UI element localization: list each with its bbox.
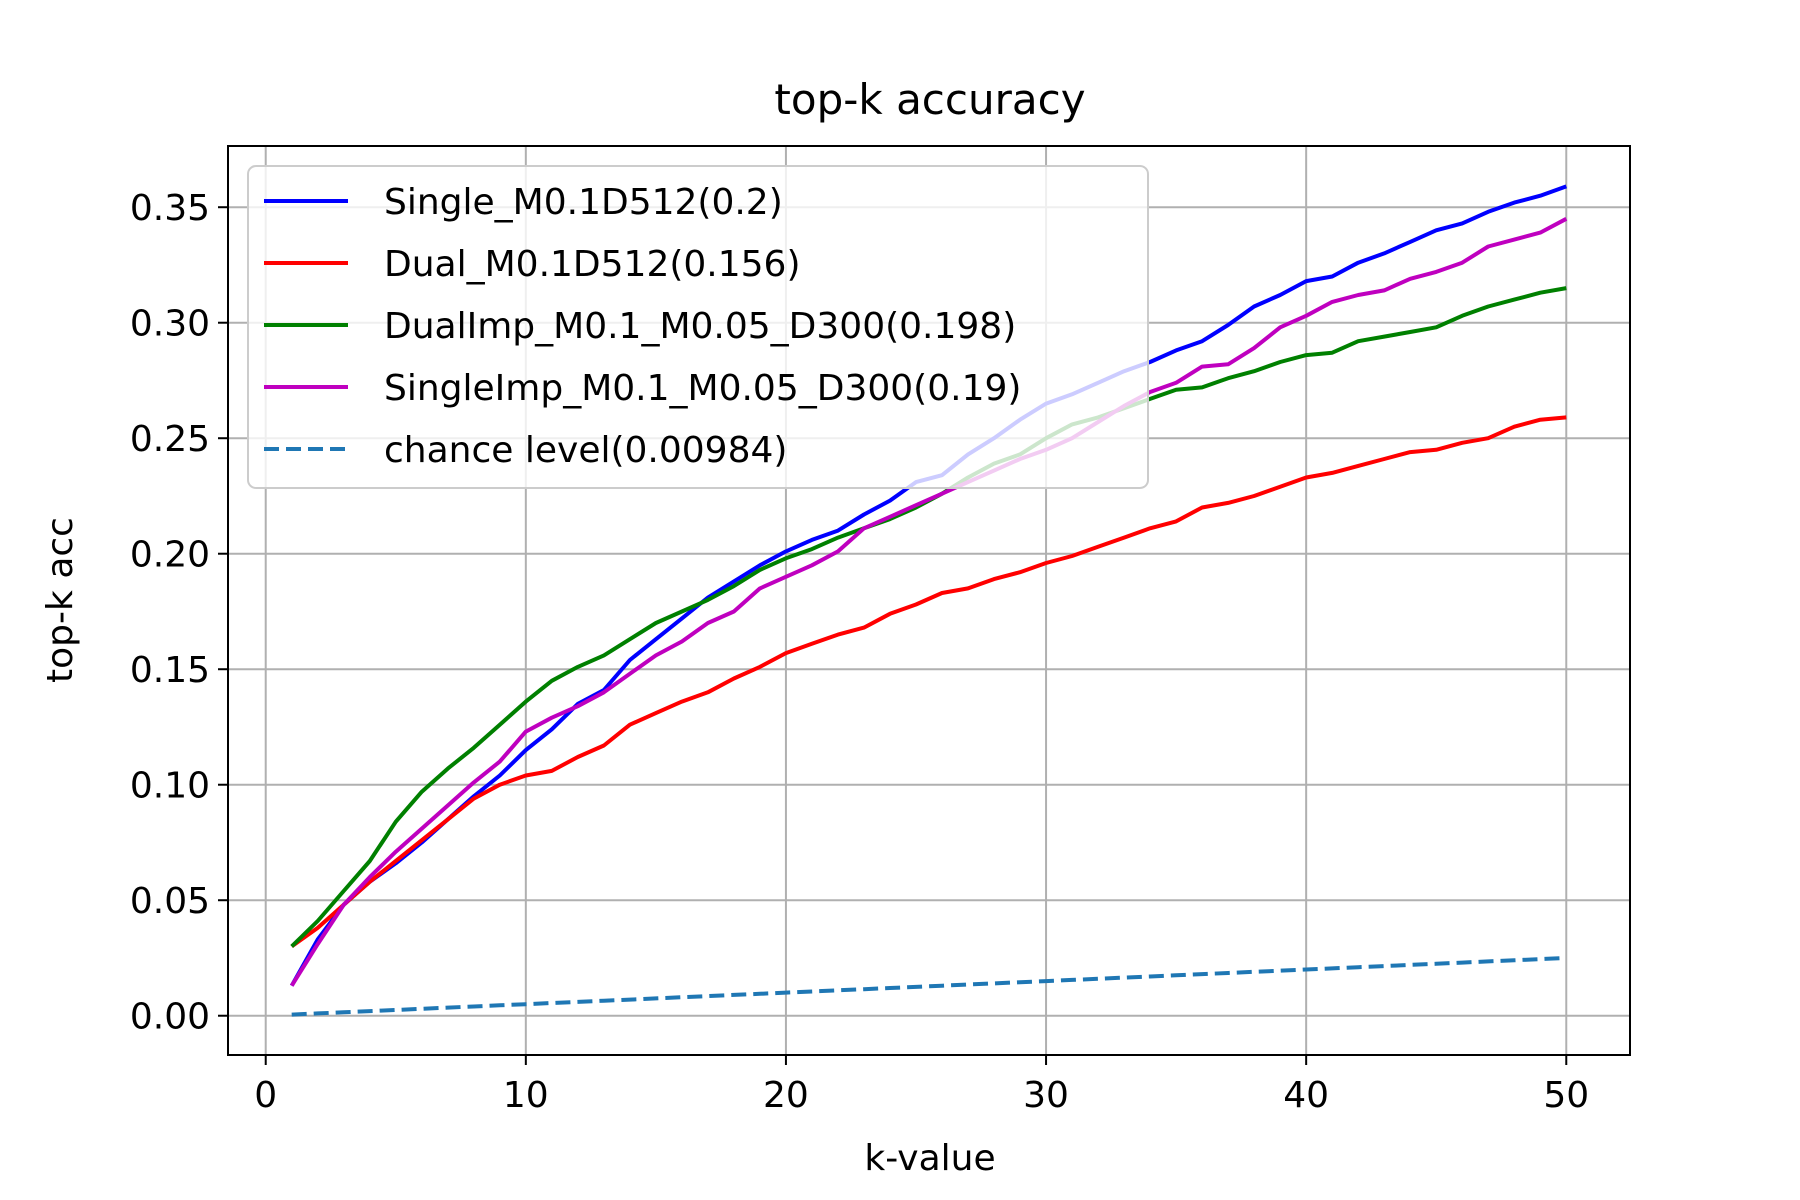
y-tick-label: 0.10 (130, 766, 210, 807)
chart-title: top-k accuracy (774, 75, 1085, 124)
x-tick-label: 50 (1543, 1075, 1589, 1116)
x-tick-label: 30 (1023, 1075, 1069, 1116)
y-tick-label: 0.05 (130, 881, 210, 922)
y-tick-label: 0.00 (130, 997, 210, 1038)
legend-box (247, 165, 1149, 489)
legend-label: DualImp_M0.1_M0.05_D300(0.198) (384, 306, 1016, 347)
y-tick-label: 0.35 (130, 188, 210, 229)
y-axis-label: top-k acc (40, 517, 81, 683)
y-tick-label: 0.25 (130, 419, 210, 460)
x-tick-label: 20 (763, 1075, 809, 1116)
x-tick-label: 0 (254, 1075, 277, 1116)
y-tick-label: 0.30 (130, 304, 210, 345)
legend-label: SingleImp_M0.1_M0.05_D300(0.19) (384, 368, 1021, 409)
x-tick-label: 40 (1283, 1075, 1329, 1116)
x-axis-label: k-value (864, 1138, 995, 1179)
series-line-5 (291, 956, 1567, 1017)
plot-area-frame (227, 145, 1631, 1056)
y-tick-label: 0.20 (130, 535, 210, 576)
series-line-2 (290, 415, 1567, 949)
legend-label: Dual_M0.1D512(0.156) (384, 244, 801, 285)
y-tick-label: 0.15 (130, 650, 210, 691)
axis-ticks: 0 10 20 30 40 50 0.00 0.05 0.10 0.15 0.20 0.25 0.30 0… (130, 188, 1589, 1116)
series-line-4 (290, 217, 1568, 987)
legend-label: Single_M0.1D512(0.2) (384, 182, 783, 223)
legend: Single_M0.1D512(0.2) Dual_M0.1D512(0.156)… (247, 165, 1149, 489)
x-tick-label: 10 (503, 1075, 549, 1116)
legend-label: chance level(0.00984) (384, 430, 787, 471)
